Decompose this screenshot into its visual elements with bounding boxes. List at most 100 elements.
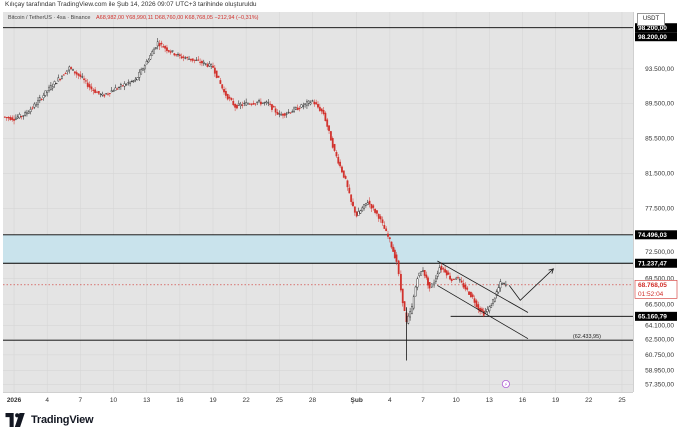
y-tick-label: 85.500,00 [645, 136, 674, 143]
candle-body [289, 112, 292, 114]
candle-body [364, 203, 367, 206]
candle-body [307, 100, 310, 104]
candle-body [387, 233, 389, 237]
candle-body [493, 297, 496, 302]
candle-body [466, 287, 469, 290]
candle-body [350, 194, 353, 202]
candle-body [318, 106, 321, 111]
candle-body [99, 93, 102, 95]
candle-body [359, 210, 362, 214]
candle-body [145, 61, 148, 65]
candle-body [66, 69, 69, 72]
candle-body [339, 161, 342, 167]
chart-plot-area[interactable]: (62.433,95) ⚡ [3, 12, 633, 392]
candle-body [412, 296, 415, 309]
candle-body [160, 42, 163, 45]
candle-body [129, 81, 132, 84]
x-tick-label: 19 [552, 397, 560, 404]
candle-body [278, 113, 281, 115]
candle-body [195, 59, 198, 61]
x-tick-label: 4 [388, 397, 392, 404]
candle-body [341, 166, 343, 173]
candle-body [149, 55, 152, 60]
candle-body [29, 109, 32, 113]
candle-body [428, 282, 431, 289]
candle-body [18, 114, 21, 119]
x-tick-label: 2026 [7, 397, 22, 404]
candle-body [154, 47, 157, 49]
candle-body [468, 291, 470, 295]
candle-body [9, 117, 12, 121]
candle-body [77, 73, 80, 76]
candle-body [64, 73, 67, 75]
candle-body [236, 105, 238, 109]
x-tick-label: 10 [453, 397, 461, 404]
candle-body [335, 152, 338, 157]
candle-body [75, 72, 78, 75]
candle-body [14, 117, 17, 120]
candle-body [188, 58, 190, 60]
level-price-label: 65.160,79 [638, 314, 667, 321]
candle-body [416, 278, 419, 288]
candle-body [151, 51, 154, 56]
candle-body [186, 56, 189, 58]
current-price-tag [634, 280, 678, 299]
candle-body [92, 89, 95, 91]
candle-body [267, 102, 270, 104]
symbol-line: Bitcoin / TetherUS · 4sa · Binance [8, 15, 91, 21]
candle-body [206, 64, 209, 67]
candle-body [221, 84, 224, 89]
candle-body [180, 56, 183, 59]
candle-body [438, 267, 441, 274]
price-axis-svg[interactable]: 93.500,00 89.500,00 85.500,00 81.500,00 77.5… [634, 12, 680, 392]
y-tick-label: 77.500,00 [645, 206, 674, 213]
candle-body [390, 241, 393, 248]
candle-body [252, 103, 255, 105]
candle-body [232, 101, 235, 106]
candle-body [204, 63, 207, 65]
candle-body [420, 271, 423, 276]
y-tick-label: 69.500,00 [645, 275, 674, 282]
candle-body [68, 66, 71, 71]
candle-body [311, 100, 314, 102]
candle-body [392, 246, 395, 252]
candle-body [202, 61, 205, 64]
candle-body [169, 51, 172, 53]
candle-body [376, 210, 378, 214]
candle-body [486, 309, 489, 312]
candle-body [189, 58, 192, 61]
time-axis-svg[interactable]: 2026 4 7 10 13 16 19 22 25 28 Şub 4 7 10 13 16 19 22 25 [3, 393, 633, 405]
candle-body [495, 291, 498, 296]
y-tick-label: 66.500,00 [645, 302, 674, 309]
tradingview-logo-icon [5, 413, 25, 427]
candle-body [458, 279, 461, 281]
candle-body [224, 91, 227, 96]
level-inline-label: (62.433,95) [573, 334, 601, 340]
candle-body [230, 98, 233, 101]
candle-body [83, 78, 85, 81]
candle-body [177, 53, 179, 56]
candle-body [490, 305, 493, 308]
candle-body [302, 105, 305, 107]
chart-svg[interactable]: (62.433,95) ⚡ [3, 12, 633, 392]
candle-body [199, 61, 202, 63]
x-tick-label: Şub [351, 397, 363, 404]
candle-body [49, 85, 52, 90]
candle-body [357, 211, 360, 216]
y-tick-label: 57.350,00 [645, 382, 674, 389]
x-tick-label: 13 [486, 397, 494, 404]
price-axis[interactable]: 93.500,00 89.500,00 85.500,00 81.500,00 77.5… [633, 12, 680, 392]
candle-body [315, 102, 318, 105]
candle-body [401, 288, 404, 304]
time-axis[interactable]: 2026 4 7 10 13 16 19 22 25 28 Şub 4 7 10 13 16 19 22 25 [3, 392, 633, 405]
candle-body [256, 101, 259, 103]
candle-body [212, 65, 214, 68]
candle-body [460, 280, 463, 283]
candle-body [370, 204, 373, 209]
candle-body [320, 108, 323, 112]
candle-body [250, 103, 253, 105]
candle-body [125, 84, 128, 86]
candle-body [503, 282, 505, 284]
candle-body [219, 80, 222, 84]
currency-button[interactable]: USDT [637, 13, 665, 26]
